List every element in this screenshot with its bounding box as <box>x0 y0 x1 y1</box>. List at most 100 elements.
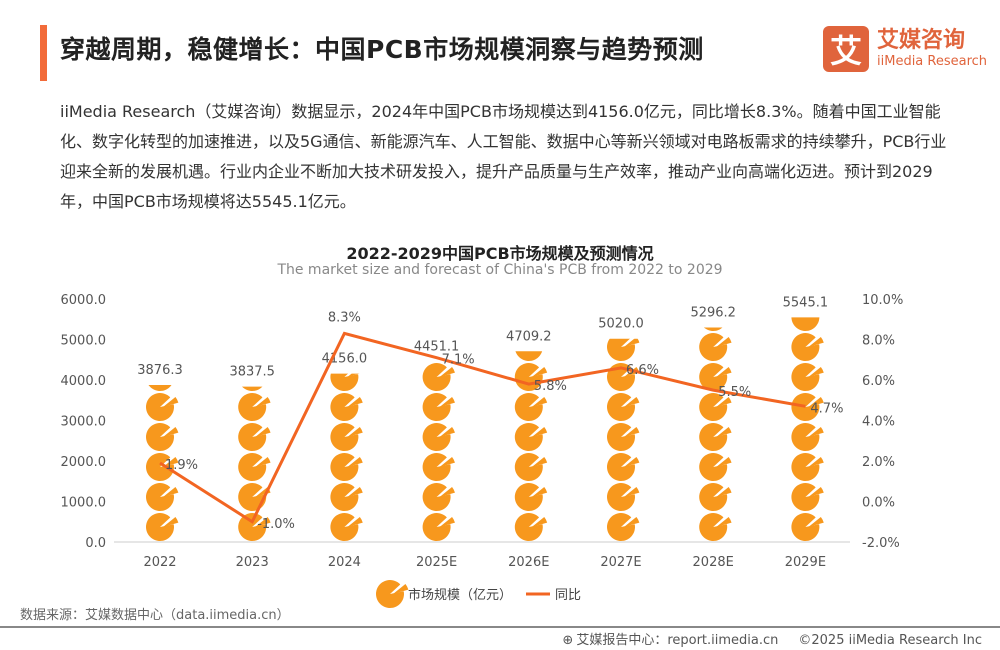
line-value-label: 6.6% <box>626 363 659 378</box>
pie-icon <box>514 512 543 541</box>
line-value-label: 4.7% <box>810 401 843 416</box>
pie-icon-slice <box>624 516 640 527</box>
pie-icon <box>607 393 636 421</box>
pie-icon <box>146 393 175 422</box>
pie-icon-slice <box>439 426 455 437</box>
bar-value-label: 4451.1 <box>414 340 460 355</box>
pie-icon <box>514 482 543 511</box>
pie-icon-slice <box>163 456 179 467</box>
y-left-tick: 4000.0 <box>61 374 107 389</box>
pie-icon <box>146 483 175 512</box>
bar-value-label: 3837.5 <box>229 365 275 380</box>
y-right-tick: 10.0% <box>862 293 903 308</box>
pie-icon <box>791 453 820 482</box>
pictorial-bar <box>422 363 455 541</box>
pie-icon <box>330 483 359 512</box>
chart-subtitle: The market size and forecast of China's … <box>277 262 723 278</box>
bar-value-label: 5545.1 <box>783 295 829 310</box>
pie-icon <box>699 393 728 421</box>
pie-icon-slice <box>255 516 271 527</box>
x-tick: 2026E <box>508 555 549 570</box>
report-link[interactable]: 艾媒报告中心：report.iimedia.cn <box>576 633 779 648</box>
pie-icon-slice <box>531 426 548 437</box>
pie-icon <box>148 385 172 391</box>
pie-icon <box>791 317 820 331</box>
y-left-tick: 2000.0 <box>61 455 107 470</box>
pie-icon-slice <box>716 516 732 527</box>
pie-icon-slice <box>163 396 179 407</box>
pie-icon <box>791 393 820 422</box>
pie-icon <box>422 513 451 541</box>
pie-icon <box>699 333 728 362</box>
pie-icon <box>238 512 267 541</box>
pie-icon <box>607 423 636 451</box>
line-value-label: 5.5% <box>718 385 751 400</box>
pie-icon <box>699 363 728 392</box>
legend-pie-icon-slice <box>393 583 409 594</box>
pie-icon <box>699 453 728 482</box>
pie-icon-slice <box>716 426 732 437</box>
pie-icon <box>330 513 359 542</box>
chart: 0.0 1000.0 2000.0 3000.0 4000.0 5000.0 6000.0 -… <box>61 293 903 608</box>
pie-icon-slice <box>255 426 271 437</box>
y-left-tick: 1000.0 <box>61 496 107 511</box>
pie-icon-slice <box>531 516 548 527</box>
y-left-tick: 3000.0 <box>61 415 107 430</box>
pictorial-bar <box>514 351 548 541</box>
x-tick: 2028E <box>693 555 734 570</box>
data-source: 数据来源：艾媒数据中心（data.iimedia.cn） <box>20 608 290 623</box>
legend-label-size: 市场规模（亿元） <box>408 587 512 603</box>
logo-cn: 艾媒咨询 <box>877 28 966 53</box>
bar-value-label: 4709.2 <box>506 329 552 344</box>
pie-icon-slice <box>531 366 548 377</box>
pie-icon-slice <box>624 396 640 407</box>
pie-icon-slice <box>624 338 640 347</box>
y-right-tick: 0.0% <box>862 496 895 511</box>
pie-icon <box>607 338 635 361</box>
pie-icon-slice <box>531 486 548 497</box>
pictorial-bar <box>791 317 824 542</box>
pie-icon <box>238 392 267 421</box>
pie-icon <box>607 513 636 541</box>
footer: ⊕ 艾媒报告中心：report.iimedia.cn ©2025 iiMedia R… <box>542 629 982 648</box>
pie-icon <box>422 483 451 511</box>
pie-icon <box>422 393 451 421</box>
pie-icon-slice <box>531 456 548 467</box>
copyright: ©2025 iiMedia Research Inc <box>798 633 982 648</box>
pie-icon <box>146 423 175 451</box>
pictorial-bar <box>146 385 179 542</box>
bar-value-label: 5020.0 <box>598 317 644 332</box>
legend <box>376 580 409 608</box>
pie-icon-slice <box>163 426 179 437</box>
pie-icon-slice <box>531 396 548 407</box>
y-right-tick: 8.0% <box>862 334 895 349</box>
page-title: 穿越周期，稳健增长：中国PCB市场规模洞察与趋势预测 <box>60 35 704 64</box>
pictorial-bar <box>330 373 363 542</box>
x-tick: 2027E <box>600 555 641 570</box>
pie-icon <box>242 386 263 391</box>
pie-icon-slice <box>808 486 824 497</box>
y-left-tick: 0.0 <box>85 536 106 551</box>
footer-divider <box>0 626 1000 628</box>
pie-icon <box>791 513 820 542</box>
summary-paragraph: iiMedia Research（艾媒咨询）数据显示，2024年中国PCB市场规… <box>60 102 947 211</box>
x-tick: 2022 <box>143 555 176 570</box>
pie-icon <box>791 333 820 361</box>
logo-icon: 艾 <box>823 26 869 72</box>
pie-icon-slice <box>716 456 732 467</box>
pie-icon <box>330 453 359 482</box>
pie-icon-slice <box>163 486 179 497</box>
pie-icon-slice <box>624 426 640 437</box>
pie-icon-slice <box>163 516 179 527</box>
pie-icon-slice <box>624 486 640 497</box>
pie-icon-slice <box>808 426 824 437</box>
pie-icon <box>238 483 267 511</box>
pictorial-bar <box>238 386 271 541</box>
pie-icon <box>699 483 728 512</box>
pie-icon-slice <box>347 426 363 437</box>
pie-icon <box>422 453 451 482</box>
title-accent-bar <box>40 25 47 81</box>
globe-icon: ⊕ <box>562 633 574 648</box>
pie-icon-slice <box>439 456 455 467</box>
yoy-line <box>159 331 806 524</box>
